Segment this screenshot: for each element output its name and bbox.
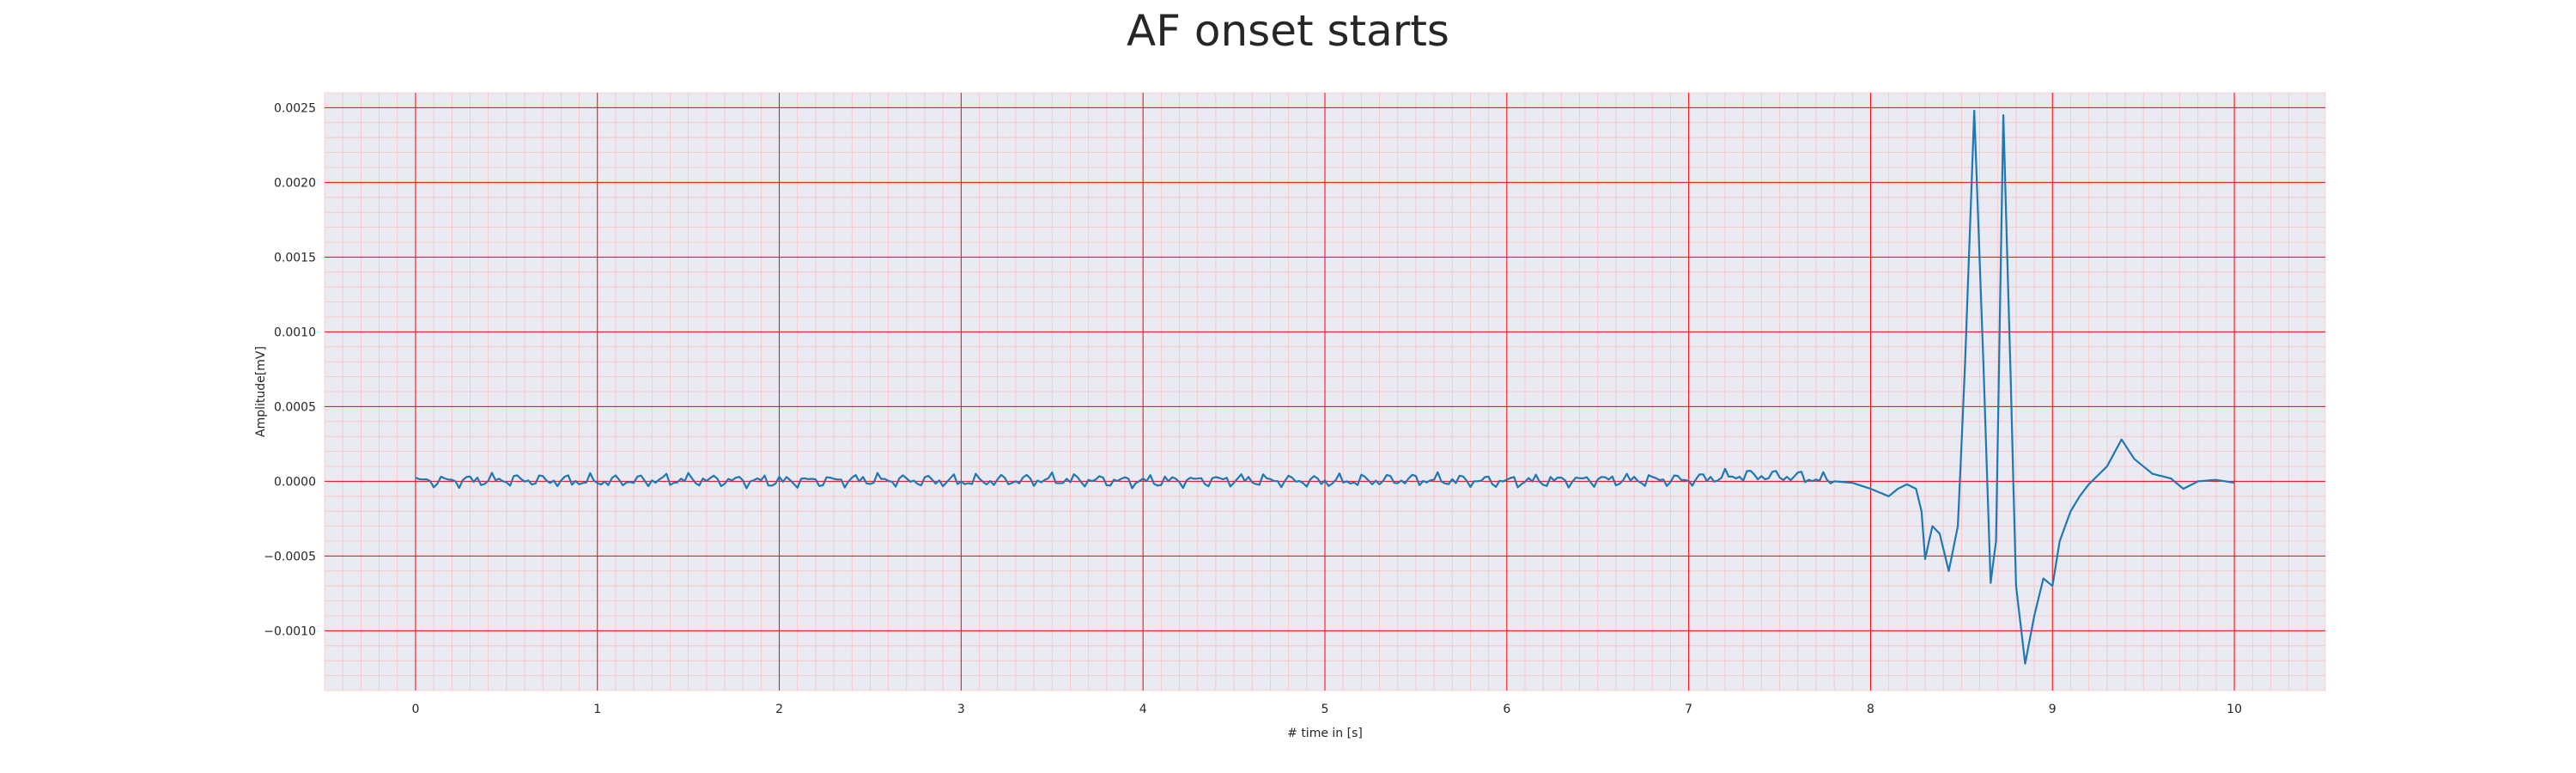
x-tick-label: 10 — [2227, 703, 2242, 716]
x-tick-label: 6 — [1503, 703, 1510, 716]
y-tick-label: 0.0025 — [274, 101, 316, 115]
x-tick-label: 5 — [1321, 703, 1329, 716]
y-tick-label: 0.0005 — [274, 400, 316, 414]
y-tick-label: 0.0000 — [274, 475, 316, 489]
y-tick-label: −0.0005 — [264, 550, 316, 563]
x-axis-ticks: 0 1 2 3 4 5 6 7 8 9 10 — [411, 703, 2242, 716]
x-tick-label: 0 — [411, 703, 419, 716]
y-tick-label: 0.0015 — [274, 251, 316, 265]
y-tick-label: 0.0010 — [274, 326, 316, 339]
chart-title: AF onset starts — [1127, 6, 1449, 56]
y-tick-label: 0.0020 — [274, 176, 316, 190]
x-tick-label: 3 — [957, 703, 965, 716]
y-tick-label: −0.0010 — [264, 624, 316, 638]
x-tick-label: 1 — [593, 703, 601, 716]
x-tick-label: 2 — [775, 703, 783, 716]
x-tick-label: 9 — [2049, 703, 2057, 716]
y-axis-label: Amplitude[mV] — [254, 346, 268, 437]
x-axis-label: # time in [s] — [1287, 727, 1363, 740]
x-tick-label: 7 — [1685, 703, 1692, 716]
x-tick-label: 4 — [1139, 703, 1147, 716]
y-axis-ticks: −0.0010 −0.0005 0.0000 0.0005 0.0010 0.0015 0.… — [264, 101, 316, 638]
x-tick-label: 8 — [1867, 703, 1874, 716]
